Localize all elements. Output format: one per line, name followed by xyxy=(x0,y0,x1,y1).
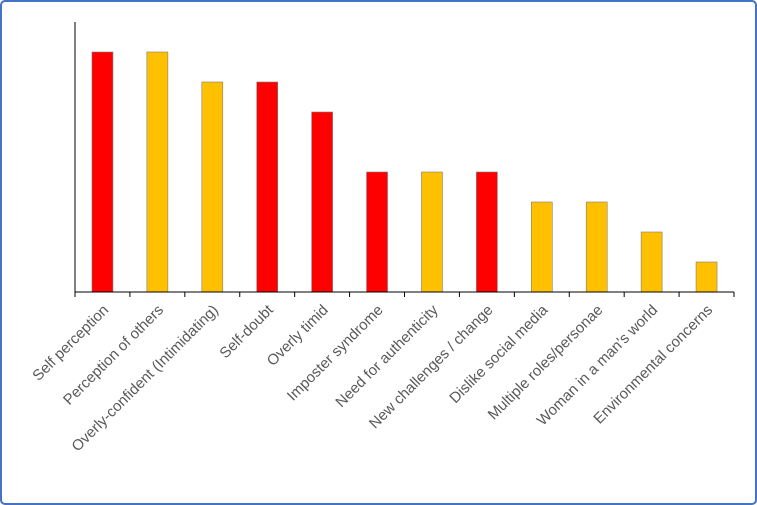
bar xyxy=(256,81,279,293)
bar xyxy=(311,111,333,293)
bar xyxy=(695,261,718,293)
bar xyxy=(146,51,169,293)
bar xyxy=(530,201,553,293)
bar xyxy=(366,171,388,293)
bar xyxy=(201,81,224,293)
bar xyxy=(640,231,663,293)
bar xyxy=(476,171,498,293)
bar xyxy=(91,51,114,293)
bar xyxy=(421,171,443,293)
bar xyxy=(585,201,608,293)
